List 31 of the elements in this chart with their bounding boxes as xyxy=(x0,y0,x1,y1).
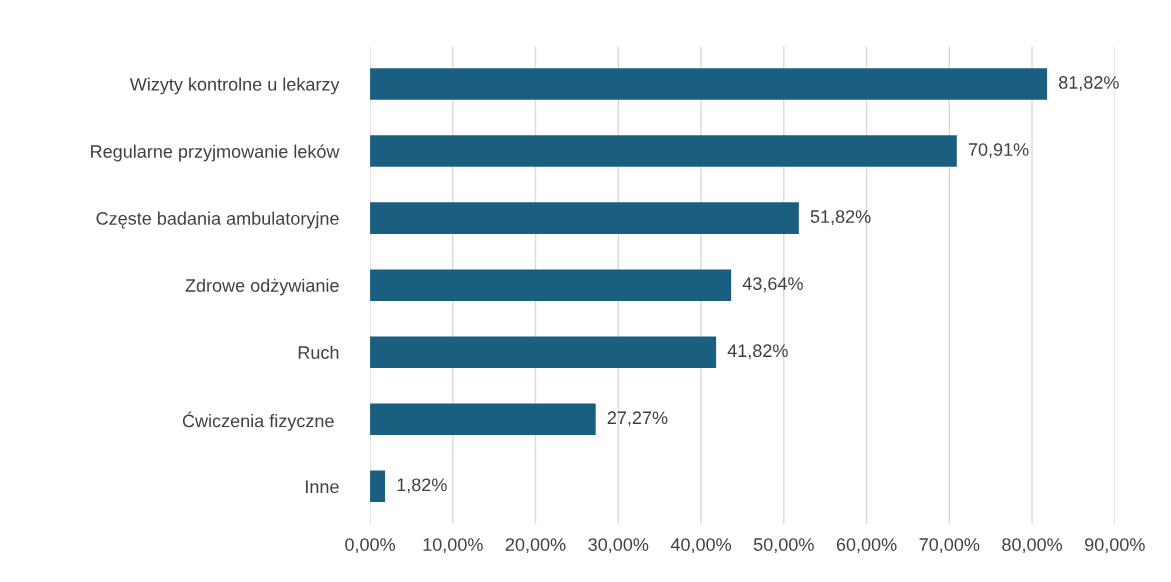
x-tick-label: 50,00% xyxy=(753,538,814,554)
bar xyxy=(370,470,386,503)
x-tick-label: 80,00% xyxy=(1002,538,1063,554)
data-label: 70,91% xyxy=(968,143,1029,159)
data-label: 43,64% xyxy=(742,277,803,293)
y-tick-label: Regularne przyjmowanie leków xyxy=(91,144,340,162)
x-tick-label: 30,00% xyxy=(588,538,649,554)
x-tick-label: 20,00% xyxy=(505,538,566,554)
data-label: 1,82% xyxy=(397,478,447,494)
data-label: 51,82% xyxy=(810,210,871,226)
y-tick-label: Ruch xyxy=(298,345,339,359)
x-tick-label: 70,00% xyxy=(919,538,980,554)
bar xyxy=(370,269,732,301)
x-tick-label: 40,00% xyxy=(670,538,732,554)
y-tick-label: Częste badania ambulatoryjne xyxy=(96,211,339,229)
x-tick-label: 60,00% xyxy=(836,538,897,554)
x-tick-label: 90,00% xyxy=(1085,538,1145,554)
data-label: 81,82% xyxy=(1059,76,1119,91)
y-tick-label: Zdrowe odżywianie xyxy=(185,278,339,296)
x-tick-label: 0,00% xyxy=(345,538,395,554)
bar xyxy=(370,202,799,234)
data-label: 27,27% xyxy=(607,411,668,427)
y-tick-label: Inne xyxy=(306,480,339,494)
y-tick-label: Ćwiczenia fizyczne xyxy=(182,411,334,431)
bar xyxy=(370,68,1048,100)
bar xyxy=(370,135,957,167)
bar xyxy=(370,403,596,436)
y-tick-label: Wizyty kontrolne u lekarzy xyxy=(129,77,340,95)
bar xyxy=(370,336,717,368)
data-label: 41,82% xyxy=(727,344,788,360)
x-tick-label: 10,00% xyxy=(423,538,483,554)
